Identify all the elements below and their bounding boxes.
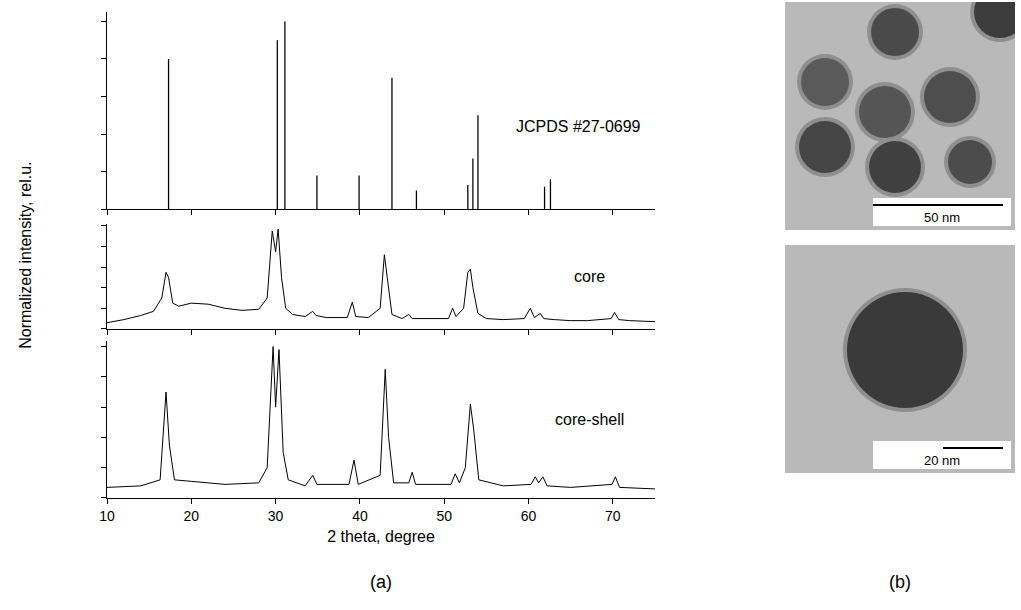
html-text:(a): (a) [370,572,392,592]
svg-text:JCPDS #27-0699: JCPDS #27-0699 [516,118,641,135]
svg-text:70: 70 [605,508,621,524]
svg-text:2 theta, degree: 2 theta, degree [327,528,435,545]
svg-text:10: 10 [99,508,115,524]
svg-text:50 nm: 50 nm [924,210,960,225]
svg-text:20: 20 [184,508,200,524]
svg-text:30: 30 [268,508,284,524]
svg-text:20 nm: 20 nm [924,453,960,468]
svg-text:40: 40 [352,508,368,524]
html-text:(b): (b) [889,572,911,592]
svg-text:60: 60 [521,508,537,524]
svg-text:core: core [574,268,605,285]
svg-text:Normalized intensity, rel.u.: Normalized intensity, rel.u. [17,161,34,348]
svg-text:core-shell: core-shell [555,411,624,428]
svg-text:50: 50 [436,508,452,524]
